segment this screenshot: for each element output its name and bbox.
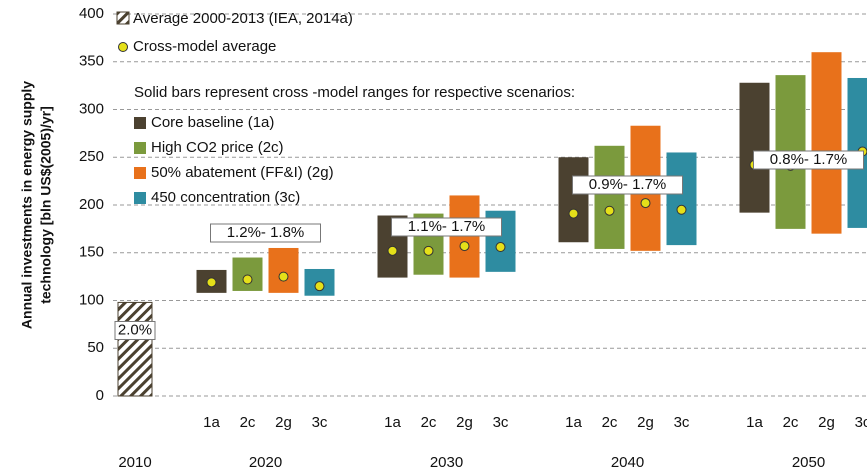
x-group-label: 2030 [430,454,463,471]
range-bar [232,257,263,291]
x-sub-label: 2c [602,414,618,431]
legend-label: Core baseline (1a) [151,114,274,131]
x-sub-label: 2g [637,414,654,431]
x-group-label: 2010 [118,454,151,471]
share-label: 2.0% [118,321,152,338]
range-bar [739,82,770,213]
x-group-label: 2040 [611,454,644,471]
average-dot [387,245,398,256]
x-sub-label: 2g [275,414,292,431]
range-bar [666,152,697,246]
share-label: 1.2%- 1.8% [227,224,305,241]
x-sub-label: 3c [855,414,867,431]
share-label: 1.1%- 1.7% [408,218,486,235]
x-sub-label: 2c [421,414,437,431]
y-tick-label: 150 [79,244,104,261]
y-tick-label: 300 [79,100,104,117]
legend-swatch [134,142,146,154]
share-label-box [114,320,156,340]
average-dot [423,245,434,256]
average-dot [314,281,325,292]
x-group-label: 2020 [249,454,282,471]
x-sub-label: 2g [818,414,835,431]
share-label-box [210,223,321,243]
average-dot [278,271,289,282]
range-bar [811,52,842,234]
legend-label: High CO2 price (2c) [151,139,284,156]
range-bar [268,247,299,293]
x-sub-label: 1a [565,414,582,431]
y-tick-label: 400 [79,5,104,22]
y-tick-label: 0 [96,387,104,404]
x-sub-label: 2g [456,414,473,431]
x-sub-label: 2c [783,414,799,431]
share-label-box [572,175,683,195]
average-dot [459,241,470,252]
average-dot [676,204,687,215]
share-label-box [753,150,864,170]
legend-swatch [118,42,128,52]
legend-label: 450 concentration (3c) [151,189,300,206]
share-label-box [391,217,502,237]
legend-note: Solid bars represent cross -model ranges… [134,84,575,101]
x-sub-label: 1a [384,414,401,431]
y-tick-label: 200 [79,196,104,213]
share-label: 0.9%- 1.7% [589,176,667,193]
y-tick-label: 100 [79,291,104,308]
legend-label: Average 2000-2013 (IEA, 2014a) [133,10,353,27]
historical-bar [117,301,153,397]
legend-label: 50% abatement (FF&I) (2g) [151,164,334,181]
x-sub-label: 3c [312,414,328,431]
range-bar [558,157,589,243]
legend-swatch [116,11,130,25]
x-sub-label: 3c [674,414,690,431]
average-dot [242,274,253,285]
y-axis-title: technology [bln US$(2005)/yr] [38,106,54,304]
y-tick-label: 350 [79,53,104,70]
legend-label: Cross-model average [133,38,276,55]
x-group-label: 2050 [792,454,825,471]
legend-swatch [134,167,146,179]
range-bar [594,145,625,249]
legend-swatch [134,192,146,204]
x-sub-label: 2c [240,414,256,431]
average-dot [495,242,506,253]
y-tick-label: 250 [79,148,104,165]
x-sub-label: 1a [203,414,220,431]
average-dot [568,208,579,219]
y-tick-label: 50 [87,339,104,356]
x-sub-label: 3c [493,414,509,431]
legend-swatch [134,117,146,129]
average-dot [604,205,615,216]
average-dot [640,198,651,209]
y-axis-title: Annual investments in energy supply [19,81,35,329]
range-bar [449,195,480,278]
x-sub-label: 1a [746,414,763,431]
share-label: 0.8%- 1.7% [770,151,848,168]
average-dot [206,277,217,288]
